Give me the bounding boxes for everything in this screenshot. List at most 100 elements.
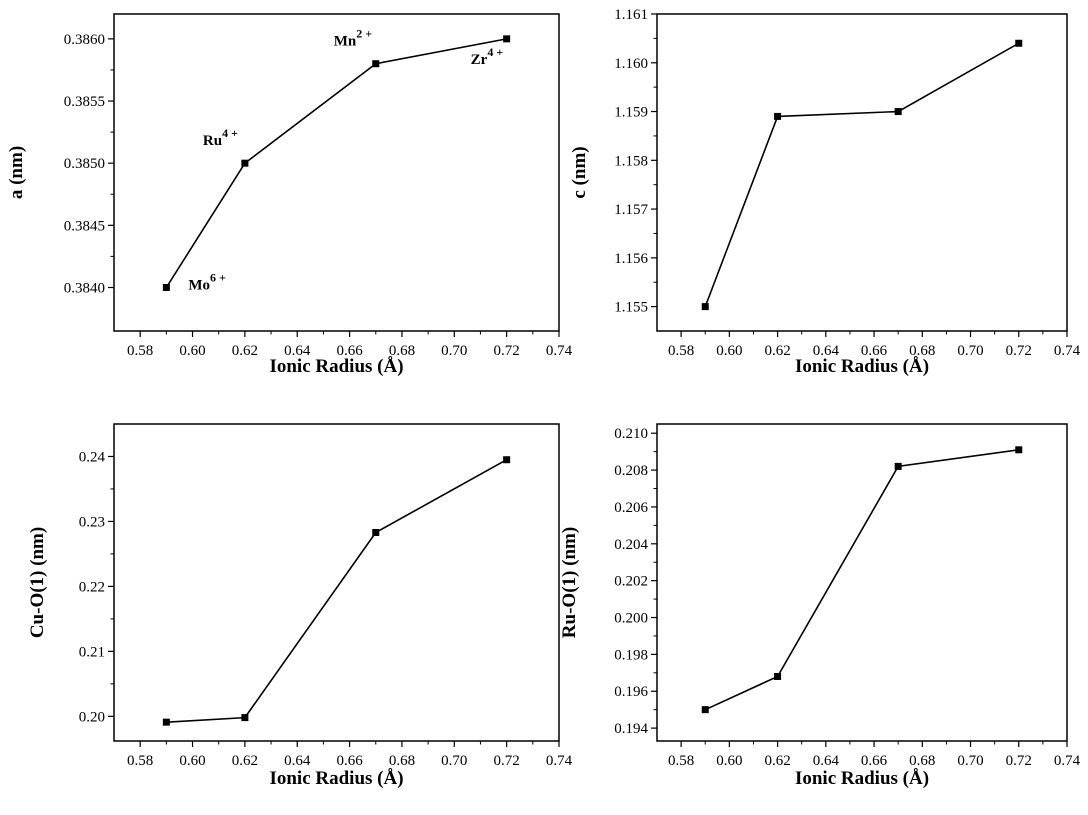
y-tick-label: 1.158 (614, 153, 648, 169)
data-point (241, 159, 249, 167)
x-tick-label: 0.70 (957, 343, 983, 359)
series-line (166, 459, 508, 723)
y-tick-label: 1.155 (614, 300, 648, 316)
x-tick-label: 0.72 (1006, 753, 1032, 769)
y-tick-label: 0.21 (79, 644, 105, 660)
x-tick-label: 0.64 (813, 343, 840, 359)
y-tick-label: 0.198 (614, 647, 648, 663)
y-tick-label: 0.204 (614, 537, 648, 553)
x-tick-label: 0.70 (441, 343, 467, 359)
y-tick-label: 0.208 (614, 463, 648, 479)
x-tick-label: 0.74 (546, 343, 573, 359)
x-tick-label: 0.62 (232, 343, 258, 359)
data-point (894, 108, 902, 116)
x-tick-label: 0.60 (716, 343, 742, 359)
data-point (774, 672, 782, 680)
x-axis-title: Ionic Radius (Å) (795, 768, 929, 789)
x-tick-label: 0.72 (494, 343, 520, 359)
x-tick-label: 0.60 (179, 343, 205, 359)
data-point (1015, 39, 1023, 47)
chart-panel-bottom-right: 0.58 0.60 0.62 0.64 0.66 0.68 0.70 0.72 0.74 0.19… (559, 423, 1081, 789)
x-tick-label: 0.68 (389, 343, 415, 359)
y-tick-label: 1.156 (614, 251, 648, 267)
series-line (165, 38, 507, 288)
ion-charge: 6 + (210, 270, 226, 284)
data-point (372, 60, 380, 68)
x-tick-label: 0.64 (284, 343, 311, 359)
plot-frame (113, 423, 560, 742)
ion-symbol: Mo (188, 277, 210, 293)
data-point (774, 112, 782, 120)
ion-label: Zr4 + (471, 45, 504, 68)
y-axis-title: Ru-O(1) (nm) (559, 527, 580, 638)
y-axis-title: Cu-O(1) (nm) (27, 527, 48, 638)
x-tick-label: 0.70 (957, 753, 983, 769)
x-tick-label: 0.70 (441, 753, 467, 769)
y-tick-label: 0.202 (614, 574, 648, 590)
y-tick-label: 0.210 (614, 426, 648, 442)
x-axis-title: Ionic Radius (Å) (795, 356, 929, 377)
x-tick-label: 0.58 (127, 753, 153, 769)
x-tick-label: 0.62 (232, 753, 258, 769)
y-axis-title: c (nm) (569, 146, 590, 198)
ion-charge: 2 + (356, 27, 372, 41)
y-tick-label: 1.161 (614, 7, 648, 23)
data-point (894, 462, 902, 470)
ion-label: Mn2 + (334, 27, 373, 50)
y-tick-label: 0.20 (79, 709, 105, 725)
x-tick-label: 0.60 (716, 753, 742, 769)
ion-symbol: Ru (203, 133, 222, 149)
ion-symbol: Zr (471, 52, 488, 68)
x-axis-title: Ionic Radius (Å) (269, 768, 403, 789)
data-point (162, 283, 170, 291)
x-tick-label: 0.58 (668, 753, 694, 769)
plot-frame (113, 13, 560, 332)
x-tick-label: 0.66 (336, 343, 363, 359)
x-tick-label: 0.58 (127, 343, 153, 359)
y-tick-label: 0.22 (79, 579, 105, 595)
ion-label: Mo6 + (188, 270, 226, 293)
plot-frame (656, 13, 1068, 332)
x-tick-label: 0.64 (813, 753, 840, 769)
y-tick-label: 1.157 (614, 202, 648, 218)
y-tick-label: 0.24 (79, 449, 106, 465)
data-point (162, 718, 170, 726)
data-point (241, 714, 249, 722)
y-tick-label: 0.194 (614, 721, 648, 737)
y-tick-label: 0.196 (614, 684, 648, 700)
y-tick-label: 0.200 (614, 611, 648, 627)
y-tick-label: 1.160 (614, 56, 648, 72)
x-tick-label: 0.60 (179, 753, 205, 769)
y-tick-label: 0.23 (79, 514, 105, 530)
data-point (701, 706, 709, 714)
x-tick-label: 0.62 (764, 753, 790, 769)
y-tick-label: 0.3845 (64, 218, 105, 234)
x-tick-label: 0.72 (494, 753, 520, 769)
plot-frame (656, 423, 1068, 742)
y-tick-label: 0.3855 (64, 94, 105, 110)
x-axis-title: Ionic Radius (Å) (269, 356, 403, 377)
data-point (503, 35, 511, 43)
data-point (701, 303, 709, 311)
data-point (503, 456, 511, 464)
y-tick-label: 0.206 (614, 500, 648, 516)
ion-label: Ru4 + (203, 126, 238, 149)
x-tick-label: 0.74 (546, 753, 573, 769)
x-tick-label: 0.66 (861, 753, 888, 769)
y-tick-label: 1.159 (614, 105, 648, 121)
x-tick-label: 0.66 (336, 753, 363, 769)
x-tick-label: 0.64 (284, 753, 311, 769)
x-tick-label: 0.68 (389, 753, 415, 769)
chart-panel-bottom-left: 0.58 0.60 0.62 0.64 0.66 0.68 0.70 0.72 0.74 0.20… (27, 423, 573, 789)
ion-symbol: Mn (334, 34, 357, 50)
x-tick-label: 0.72 (1006, 343, 1032, 359)
data-point (372, 528, 380, 536)
x-tick-label: 0.58 (668, 343, 694, 359)
x-tick-label: 0.74 (1054, 343, 1081, 359)
y-axis-title: a (nm) (6, 146, 27, 199)
x-tick-label: 0.68 (909, 753, 935, 769)
y-tick-label: 0.3840 (64, 280, 105, 296)
y-tick-label: 0.3860 (64, 32, 105, 48)
x-tick-label: 0.62 (764, 343, 790, 359)
